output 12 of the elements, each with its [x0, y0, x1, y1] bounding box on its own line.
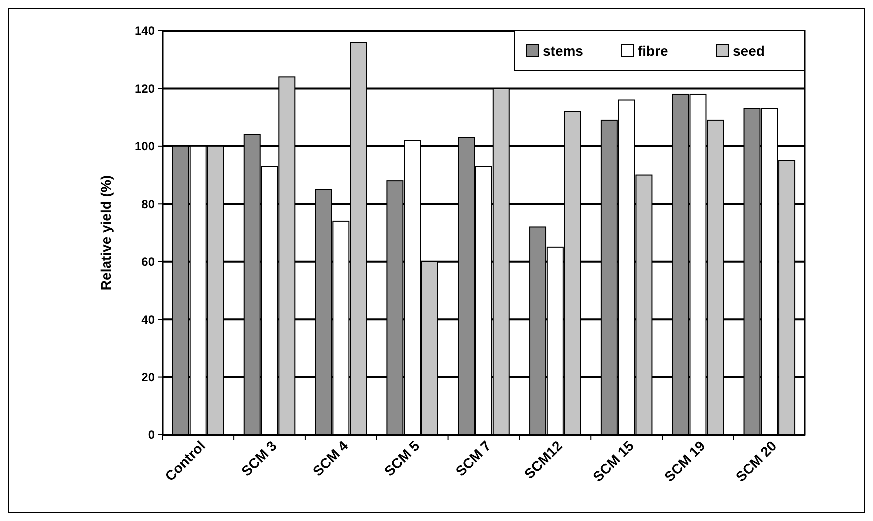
- y-tick-label: 60: [142, 255, 156, 270]
- y-axis-title: Relative yield (%): [98, 175, 114, 291]
- y-tick-label: 120: [134, 82, 156, 96]
- legend-label: seed: [733, 42, 765, 59]
- y-tick-label: 80: [142, 197, 156, 212]
- y-tick-label: 100: [134, 140, 156, 154]
- legend-label: fibre: [638, 42, 669, 59]
- legend-label: stems: [543, 42, 584, 59]
- y-tick-label: 0: [148, 428, 156, 442]
- y-tick-label: 40: [142, 312, 156, 327]
- y-tick-label: 20: [142, 370, 156, 384]
- y-tick-label: 140: [134, 24, 156, 38]
